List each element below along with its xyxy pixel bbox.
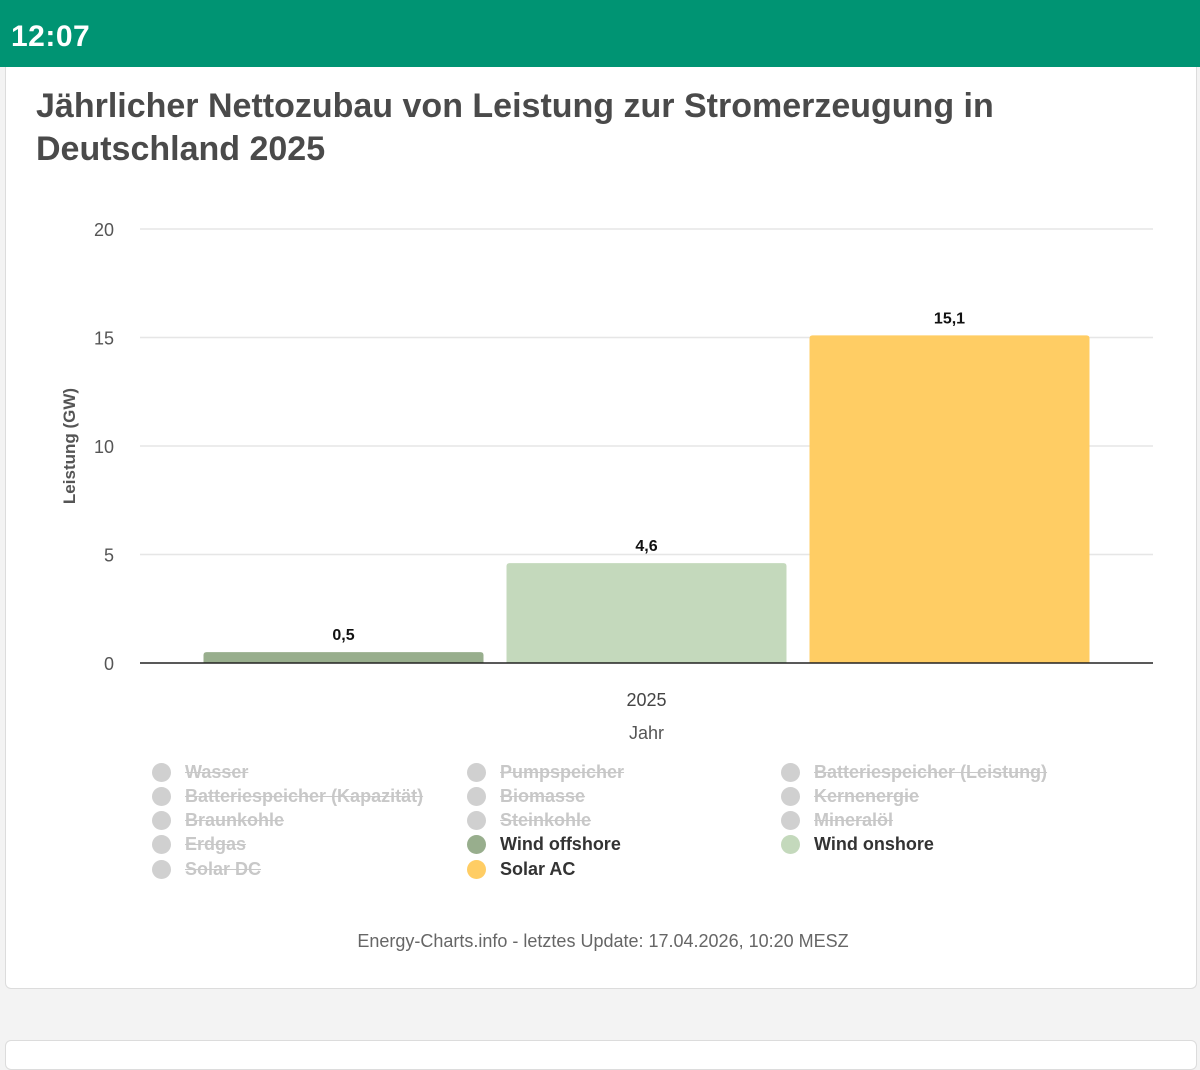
legend-label: Biomasse bbox=[500, 785, 586, 806]
legend-label: Batteriespeicher (Kapazität) bbox=[185, 785, 424, 806]
legend-marker bbox=[467, 786, 486, 806]
legend-item-wind-offshore[interactable]: Wind offshore bbox=[467, 833, 621, 857]
legend-item-solar-ac[interactable]: Solar AC bbox=[467, 857, 575, 881]
chart-footer: Energy-Charts.info - letztes Update: 17.… bbox=[357, 931, 849, 951]
data-label-wind-offshore: 0,5 bbox=[332, 627, 354, 644]
bar-solar-ac bbox=[809, 335, 1090, 663]
bar-chart: 0 5 10 15 20 0,5 4,6 15,1 2025 Jahr Leistung (GW) bbox=[60, 220, 1153, 743]
status-bar: 12:07 bbox=[0, 0, 1200, 67]
x-tick-label: 2025 bbox=[626, 690, 666, 710]
legend-item-wind-onshore[interactable]: Wind onshore bbox=[781, 833, 934, 857]
legend-marker bbox=[467, 811, 486, 831]
y-tick-label: 5 bbox=[104, 546, 114, 566]
legend-marker bbox=[152, 811, 171, 831]
legend-item-kernenergie[interactable]: Kernenergie bbox=[781, 784, 919, 808]
legend-item-solar-dc[interactable]: Solar DC bbox=[152, 857, 261, 881]
legend-item-batteriespeicher-kapazität[interactable]: Batteriespeicher (Kapazität) bbox=[152, 784, 423, 808]
y-tick-label: 0 bbox=[104, 654, 114, 674]
data-label-solar-ac: 15,1 bbox=[934, 310, 965, 327]
x-axis-title: Jahr bbox=[629, 723, 664, 743]
legend-label: Erdgas bbox=[185, 834, 247, 855]
legend-marker bbox=[781, 835, 800, 855]
y-tick-label: 20 bbox=[94, 220, 114, 240]
legend-item-erdgas[interactable]: Erdgas bbox=[152, 833, 246, 857]
legend-label: Pumpspeicher bbox=[500, 761, 625, 782]
legend-marker bbox=[152, 835, 171, 855]
bar-wind-offshore bbox=[203, 652, 484, 663]
y-tick-label: 10 bbox=[94, 437, 114, 457]
legend-marker bbox=[781, 811, 800, 831]
legend-item-wasser[interactable]: Wasser bbox=[152, 760, 248, 784]
legend-label: Wind offshore bbox=[500, 834, 621, 855]
legend-marker bbox=[152, 786, 171, 806]
legend-item-steinkohle[interactable]: Steinkohle bbox=[467, 809, 591, 833]
legend-marker bbox=[467, 762, 486, 782]
legend-marker bbox=[152, 762, 171, 782]
legend-label: Mineralöl bbox=[814, 810, 894, 831]
legend-item-mineralöl[interactable]: Mineralöl bbox=[781, 809, 893, 833]
legend-label: Braunkohle bbox=[185, 810, 285, 831]
legend-label: Batteriespeicher (Leistung) bbox=[814, 761, 1048, 782]
bar-wind-onshore bbox=[506, 563, 787, 663]
legend-label: Steinkohle bbox=[500, 810, 592, 831]
status-clock: 12:07 bbox=[11, 20, 91, 53]
y-tick-label: 15 bbox=[94, 329, 114, 349]
legend-label: Wasser bbox=[185, 761, 249, 782]
legend-label: Kernenergie bbox=[814, 785, 920, 806]
data-label-wind-onshore: 4,6 bbox=[635, 538, 657, 555]
legend-label: Solar DC bbox=[185, 858, 262, 879]
legend-item-braunkohle[interactable]: Braunkohle bbox=[152, 809, 284, 833]
legend-label: Solar AC bbox=[500, 858, 576, 879]
legend-item-pumpspeicher[interactable]: Pumpspeicher bbox=[467, 760, 624, 784]
legend-item-biomasse[interactable]: Biomasse bbox=[467, 784, 585, 808]
legend-marker bbox=[467, 835, 486, 855]
legend-marker bbox=[781, 786, 800, 806]
legend-marker bbox=[781, 762, 800, 782]
legend-label: Wind onshore bbox=[814, 834, 934, 855]
chart-title: Jährlicher Nettozubau von Leistung zur S… bbox=[36, 87, 994, 168]
legend-marker bbox=[467, 859, 486, 879]
legend-item-batteriespeicher-leistung[interactable]: Batteriespeicher (Leistung) bbox=[781, 760, 1047, 784]
legend-marker bbox=[152, 859, 171, 879]
y-axis-title: Leistung (GW) bbox=[60, 388, 79, 504]
